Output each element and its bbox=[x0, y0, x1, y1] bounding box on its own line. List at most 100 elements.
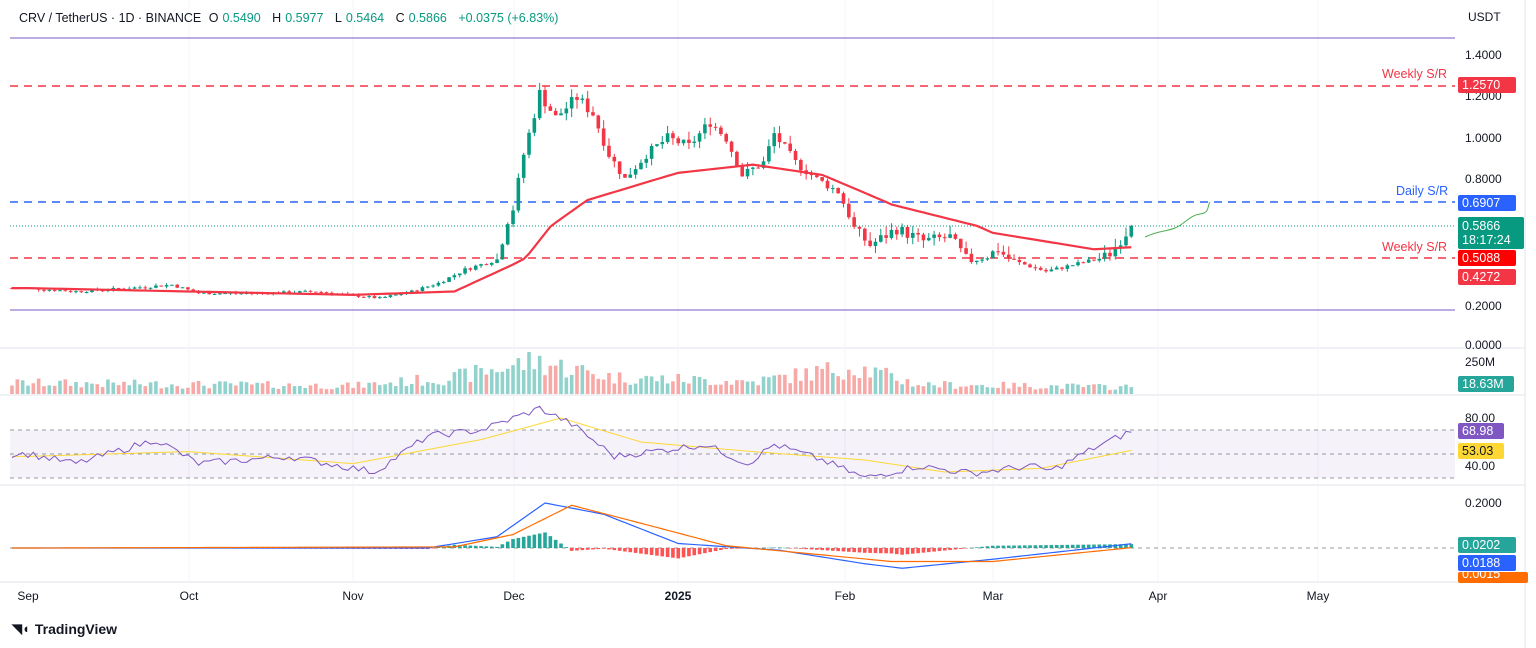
signal-tag: 0.0015 bbox=[1458, 572, 1528, 583]
candle-body bbox=[617, 161, 622, 174]
volume-bar bbox=[1102, 385, 1107, 394]
candle-body bbox=[985, 258, 990, 260]
candle-body bbox=[532, 118, 537, 133]
volume-bar bbox=[607, 373, 611, 394]
macd-histogram-bar bbox=[468, 545, 473, 548]
candle-body bbox=[511, 210, 515, 225]
candle-body bbox=[527, 132, 531, 155]
macd-histogram-bar bbox=[1012, 545, 1016, 548]
macd-histogram-bar bbox=[553, 539, 558, 548]
candle-body bbox=[436, 282, 441, 286]
volume-bar bbox=[356, 381, 361, 394]
macd-histogram-bar bbox=[772, 547, 776, 549]
volume-bar bbox=[820, 368, 824, 394]
volume-bar bbox=[324, 389, 329, 394]
macd-histogram-bar bbox=[1124, 544, 1128, 548]
macd-histogram-bar bbox=[644, 548, 649, 555]
macd-histogram-bar bbox=[591, 548, 595, 550]
candle-body bbox=[756, 167, 761, 169]
currency-label[interactable]: USDT bbox=[1468, 10, 1501, 24]
candle-body bbox=[516, 177, 521, 211]
candle-body bbox=[729, 141, 734, 152]
macd-histogram-bar bbox=[543, 532, 547, 548]
candle-body bbox=[415, 290, 419, 292]
macd-histogram-bar bbox=[703, 548, 707, 554]
macd-histogram-bar bbox=[484, 546, 489, 548]
volume-bar bbox=[1081, 387, 1086, 394]
volume-bar bbox=[601, 379, 606, 394]
volume-bar bbox=[388, 382, 393, 394]
candle-body bbox=[932, 234, 936, 238]
macd-histogram-bar bbox=[532, 534, 537, 548]
volume-bar bbox=[740, 380, 745, 394]
volume-bar bbox=[1033, 389, 1038, 394]
tradingview-logo[interactable]: ◥◖ TradingView bbox=[12, 621, 118, 637]
volume-bar bbox=[79, 387, 84, 394]
volume-bar bbox=[218, 381, 222, 394]
candle-body bbox=[788, 143, 792, 151]
time-tick: Oct bbox=[179, 589, 199, 603]
macd-histogram-bar bbox=[463, 545, 467, 548]
macd-histogram-bar bbox=[804, 548, 808, 550]
candle-body bbox=[649, 145, 654, 159]
macd-histogram-bar bbox=[687, 548, 691, 557]
volume-bar bbox=[495, 372, 499, 394]
volume-bar bbox=[170, 384, 174, 394]
volume-bar bbox=[815, 366, 819, 394]
volume-bar bbox=[831, 373, 835, 394]
volume-bar bbox=[207, 388, 212, 394]
volume-bar bbox=[809, 380, 814, 394]
candle-body bbox=[399, 294, 403, 296]
volume-bar bbox=[298, 385, 302, 394]
volume-bar bbox=[793, 368, 798, 394]
symbol-title[interactable]: CRV / TetherUS · 1D · BINANCE bbox=[19, 11, 202, 25]
macd-histogram-bar bbox=[665, 548, 670, 558]
candle-body bbox=[1033, 267, 1038, 269]
macd-histogram-bar bbox=[521, 536, 526, 548]
macd-histogram-bar bbox=[985, 546, 990, 548]
macd-histogram-bar bbox=[783, 547, 787, 549]
volume-bar bbox=[159, 388, 164, 394]
macd-histogram-bar bbox=[809, 548, 814, 550]
candle-body bbox=[1060, 267, 1064, 269]
candle-body bbox=[697, 133, 702, 142]
candle-body bbox=[926, 237, 931, 241]
volume-bar bbox=[623, 382, 627, 394]
volume-bar bbox=[639, 378, 643, 394]
time-tick: Apr bbox=[1148, 589, 1168, 603]
macd-histogram-bar bbox=[495, 546, 499, 548]
volume-bar bbox=[905, 379, 910, 394]
candle-body bbox=[1124, 236, 1128, 246]
candle-body bbox=[623, 173, 627, 178]
candle-body bbox=[441, 281, 446, 283]
candle-body bbox=[831, 188, 835, 190]
candle-body bbox=[735, 151, 739, 167]
weekly-top-tag: 1.2570 bbox=[1458, 77, 1516, 93]
price-tick: 0.2000 bbox=[1465, 299, 1502, 313]
volume-bar bbox=[1022, 383, 1027, 394]
macd-histogram-bar bbox=[1006, 545, 1011, 548]
volume-bar bbox=[473, 364, 478, 394]
candle-body bbox=[170, 284, 174, 286]
macd-histogram-bar bbox=[1001, 545, 1006, 548]
candle-body bbox=[942, 237, 947, 239]
candle-body bbox=[180, 287, 185, 289]
macd-histogram-bar bbox=[868, 548, 872, 553]
volume-bar bbox=[1044, 388, 1048, 394]
macd-histogram-bar bbox=[708, 548, 713, 553]
macd-histogram-bar bbox=[863, 548, 867, 553]
volume-bar bbox=[441, 385, 446, 394]
volume-bar bbox=[596, 378, 601, 394]
candle-body bbox=[425, 286, 430, 288]
candle-body bbox=[889, 229, 894, 238]
volume-bar bbox=[1001, 381, 1006, 394]
candle-body bbox=[223, 293, 228, 295]
candle-body bbox=[42, 289, 46, 291]
candle-body bbox=[633, 169, 638, 175]
volume-bar bbox=[783, 374, 787, 394]
volume-bar bbox=[1108, 389, 1112, 394]
candle-body bbox=[79, 291, 84, 293]
volume-bar bbox=[58, 380, 62, 394]
candle-body bbox=[1097, 258, 1102, 261]
